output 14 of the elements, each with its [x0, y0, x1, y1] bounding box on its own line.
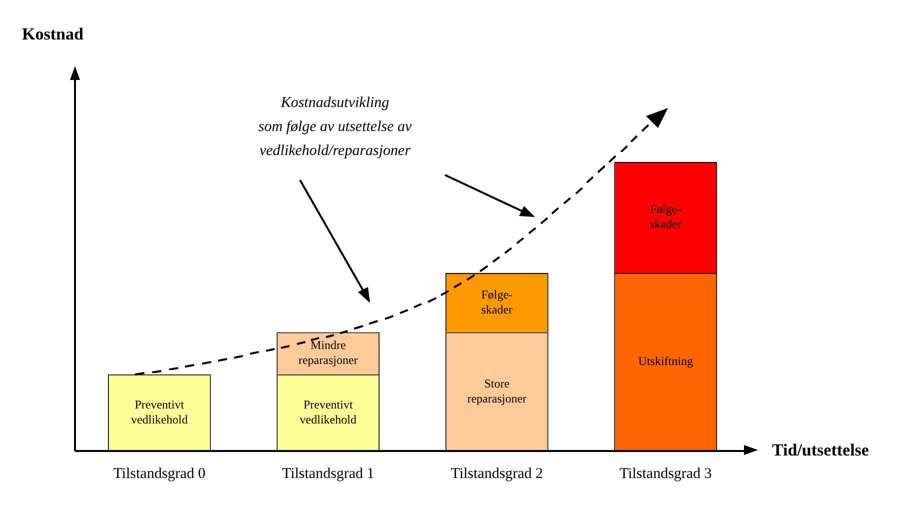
x-tick-label: Tilstandsgrad 2 [450, 466, 544, 482]
series-label: Følge-skader [481, 287, 513, 316]
series-label: Preventivt vedlikehold [131, 397, 188, 426]
text: Kostnad [22, 24, 84, 44]
series-label: Store reparasjoner [467, 376, 527, 406]
x-axis-title: Tid/utsettelse [772, 440, 870, 460]
x-tick-label: Tilstandsgrad 1 [282, 466, 374, 482]
text: Preventivt vedlikehold [300, 397, 356, 426]
series-label: Utskiftning [638, 354, 693, 368]
series-label: Mindre reparasjoner [298, 338, 358, 367]
x-tick-label: Tilstandsgrad 3 [619, 466, 712, 482]
text: Følge-skader [650, 202, 682, 232]
x-tick-label: Tilstandsgrad 0 [113, 466, 206, 482]
text: Kostnadsutvikling som følge av utsettelse av vedlikehold/reparasjoner [258, 94, 412, 159]
